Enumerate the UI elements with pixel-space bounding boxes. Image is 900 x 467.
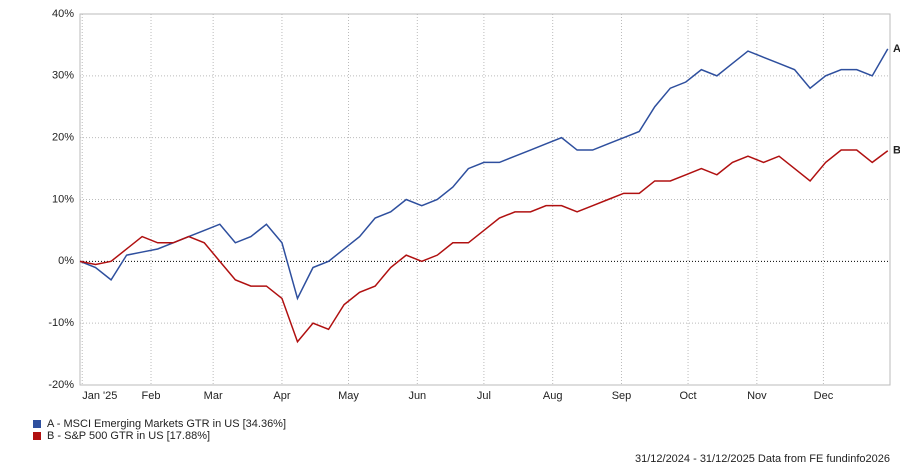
x-tick-label: Apr xyxy=(273,390,290,402)
legend-swatch xyxy=(33,420,41,428)
x-tick-label: May xyxy=(338,390,359,402)
x-tick-label: Aug xyxy=(543,390,563,402)
x-tick-label: Jun xyxy=(408,390,426,402)
y-tick-label: -10% xyxy=(48,317,74,329)
x-tick-label: Oct xyxy=(679,390,696,402)
y-tick-label: -20% xyxy=(48,379,74,391)
series-line xyxy=(79,48,889,301)
x-tick-label: Jul xyxy=(477,390,491,402)
y-tick-label: 10% xyxy=(52,193,74,205)
x-tick-label: Nov xyxy=(747,390,767,402)
legend-swatch xyxy=(33,432,41,440)
y-tick-label: 0% xyxy=(58,255,74,267)
x-tick-label: Jan '25 xyxy=(82,390,117,402)
y-tick-label: 30% xyxy=(52,70,74,82)
series-line xyxy=(79,149,889,344)
legend-label: B - S&P 500 GTR in US [17.88%] xyxy=(47,430,210,442)
x-tick-label: Dec xyxy=(814,390,834,402)
end-label: A xyxy=(893,43,900,55)
y-tick-label: 40% xyxy=(52,8,74,20)
x-tick-label: Feb xyxy=(142,390,161,402)
footer: 31/12/2024 - 31/12/2025 Data from FE fun… xyxy=(635,453,890,465)
y-tick-label: 20% xyxy=(52,132,74,144)
x-tick-label: Sep xyxy=(612,390,632,402)
end-label: B xyxy=(893,145,900,157)
legend-label: A - MSCI Emerging Markets GTR in US [34.… xyxy=(47,418,286,430)
x-tick-label: Mar xyxy=(204,390,223,402)
